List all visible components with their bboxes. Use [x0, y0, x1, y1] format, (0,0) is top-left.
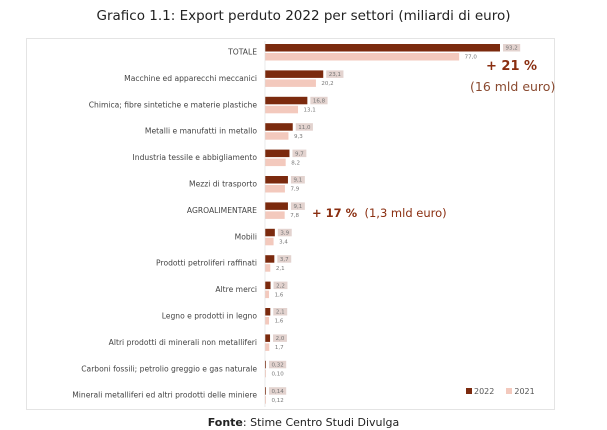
bar-2021 — [265, 105, 299, 114]
category-label: Carboni fossili; petrolio greggio e gas … — [81, 364, 257, 373]
bar-2021 — [265, 132, 289, 140]
bar-2022 — [265, 281, 271, 290]
data-label-2022: 9,1 — [294, 204, 303, 210]
data-label-2022: 9,1 — [294, 178, 303, 184]
bar-2021 — [265, 211, 285, 219]
data-label-bg — [273, 308, 288, 316]
data-label-bg — [295, 123, 313, 131]
data-label-2022: 0,14 — [271, 389, 284, 395]
data-label-bg — [277, 255, 292, 263]
data-label-bg — [326, 70, 344, 78]
data-label-2022: 93,2 — [505, 46, 517, 52]
data-label-2021: 1,7 — [275, 345, 284, 351]
data-label-2021: 0,12 — [271, 398, 283, 404]
data-label-2022: 2,2 — [276, 283, 285, 289]
data-label-2022: 11,0 — [298, 125, 311, 131]
chart-title: Grafico 1.1: Export perduto 2022 per set… — [96, 8, 511, 24]
legend: 2022 2021 — [466, 387, 535, 396]
bar-2022 — [265, 228, 275, 237]
bar-2021 — [265, 53, 460, 61]
data-label-2022: 3,7 — [280, 257, 289, 263]
bar-2022 — [265, 308, 271, 316]
data-label-2021: 1,6 — [275, 319, 284, 325]
data-label-bg — [269, 360, 287, 369]
legend-item-2022: 2022 — [466, 387, 494, 396]
data-label-2022: 9,7 — [295, 151, 304, 157]
data-label-2022: 0,32 — [271, 363, 283, 369]
bar-2021 — [265, 158, 286, 167]
annotation-agro-abs: (1,3 mld euro) — [364, 206, 447, 220]
bar-2021 — [265, 79, 316, 87]
data-label-bg — [310, 96, 328, 105]
data-label-2022: 3,9 — [280, 231, 289, 237]
annotation-totale-abs: (16 mld euro) — [470, 79, 556, 94]
bar-2022 — [265, 70, 324, 78]
category-label: Industria tessile e abbigliamento — [133, 153, 258, 162]
category-label: Mezzi di trasporto — [189, 180, 257, 189]
data-label-bg — [290, 202, 305, 210]
category-label: Metalli e manufatti in metallo — [145, 127, 257, 136]
data-label-2021: 7,8 — [290, 213, 299, 219]
bar-2022 — [265, 334, 271, 342]
bar-2022 — [265, 360, 266, 369]
category-label: Minerali metalliferi ed altri prodotti d… — [72, 391, 257, 400]
data-label-2021: 9,3 — [294, 134, 303, 140]
data-label-bg — [292, 149, 307, 158]
category-label: Altre merci — [215, 285, 257, 294]
category-label: Altri prodotti di minerali non metallife… — [109, 338, 257, 347]
data-label-2021: 1,6 — [275, 292, 284, 298]
bar-2021 — [265, 317, 270, 325]
data-label-2022: 2,1 — [276, 310, 285, 316]
legend-item-2021: 2021 — [506, 387, 535, 396]
data-label-bg — [273, 281, 288, 290]
data-label-2021: 20,2 — [321, 81, 333, 87]
annotation-agro-pct: + 17 % — [312, 206, 358, 220]
category-label: Mobili — [235, 232, 257, 241]
bar-2021 — [265, 369, 266, 378]
data-label-bg — [273, 334, 287, 342]
data-label-2021: 13,1 — [304, 108, 316, 114]
bar-2022 — [265, 96, 308, 105]
source-note: Fonte: Stime Centro Studi Divulga — [207, 416, 400, 429]
bar-2021 — [265, 264, 271, 272]
bar-2021 — [265, 237, 274, 246]
bar-2021 — [265, 290, 270, 299]
data-label-bg — [277, 228, 292, 237]
category-label: Macchine ed apparecchi meccanici — [124, 74, 257, 83]
bar-2022 — [265, 123, 293, 131]
category-label: Prodotti petroliferi raffinati — [156, 259, 257, 268]
bar-2022 — [265, 176, 288, 184]
annotation-agro: + 17 % (1,3 mld euro) — [312, 206, 447, 220]
bar-2022 — [265, 202, 288, 210]
data-label-2021: 7,9 — [290, 187, 299, 193]
category-label: Legno e prodotti in legno — [162, 312, 258, 321]
data-label-2022: 2,0 — [276, 336, 285, 342]
chart-area: TOTALE 93,2 77,0 Macchine ed apparecchi mec… — [26, 38, 555, 410]
data-label-bg — [269, 387, 287, 395]
bar-2022 — [265, 149, 290, 158]
data-label-2021: 77,0 — [465, 55, 478, 61]
annotation-totale-pct: + 21 % — [486, 59, 538, 74]
bar-2022 — [265, 44, 500, 52]
data-label-2021: 0,10 — [271, 372, 284, 378]
category-label: Chimica; fibre sintetiche e materie plas… — [89, 100, 258, 109]
data-label-2021: 8,2 — [291, 160, 300, 166]
data-label-2021: 2,1 — [276, 266, 285, 272]
bar-2022 — [265, 255, 275, 263]
category-label: TOTALE — [227, 48, 257, 57]
bar-2021 — [265, 343, 270, 351]
bar-2021 — [265, 185, 285, 193]
data-label-2022: 16,8 — [313, 99, 326, 105]
data-label-bg — [290, 176, 305, 184]
bar-2021 — [265, 396, 266, 404]
data-label-2021: 3,4 — [279, 240, 288, 246]
bar-2022 — [265, 387, 266, 395]
data-label-bg — [503, 44, 521, 52]
data-label-2022: 23,1 — [329, 72, 341, 78]
bar-chart: TOTALE 93,2 77,0 Macchine ed apparecchi mec… — [72, 41, 521, 407]
category-label: AGROALIMENTARE — [187, 206, 257, 215]
